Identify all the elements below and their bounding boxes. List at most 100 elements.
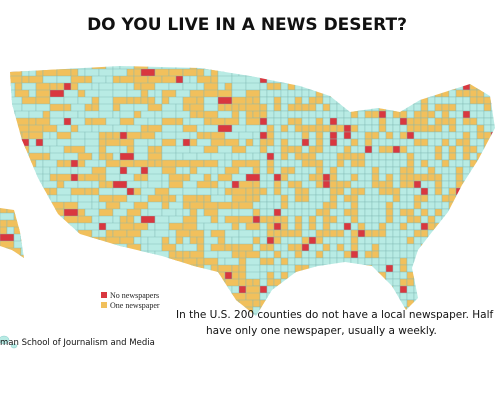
- county: [434, 166, 443, 175]
- county: [434, 96, 443, 105]
- county: [378, 208, 387, 217]
- county: [392, 194, 401, 203]
- county: [315, 222, 324, 231]
- county: [343, 215, 352, 224]
- county: [329, 250, 338, 259]
- county: [301, 208, 310, 217]
- county: [301, 243, 310, 252]
- county: [308, 243, 317, 252]
- county: [420, 131, 429, 140]
- county: [350, 222, 359, 231]
- county: [406, 208, 415, 217]
- county: [406, 250, 415, 259]
- county: [343, 124, 352, 133]
- county: [322, 236, 331, 245]
- county: [427, 201, 436, 210]
- county: [357, 194, 366, 203]
- county: [273, 96, 282, 105]
- county: [455, 152, 464, 161]
- county: [357, 110, 366, 119]
- county: [448, 131, 457, 140]
- county: [448, 117, 457, 126]
- county: [483, 96, 492, 105]
- county: [315, 124, 324, 133]
- county: [413, 152, 422, 161]
- county: [413, 187, 422, 196]
- county: [343, 131, 352, 140]
- county: [378, 257, 387, 266]
- county: [455, 124, 464, 133]
- county: [252, 299, 261, 308]
- county: [441, 103, 450, 112]
- county: [462, 138, 471, 147]
- county: [259, 131, 268, 140]
- county: [259, 110, 268, 119]
- county: [266, 96, 275, 105]
- county: [287, 124, 296, 133]
- county: [350, 208, 359, 217]
- county: [476, 131, 485, 140]
- county: [392, 201, 401, 210]
- island: [0, 335, 10, 345]
- county: [280, 243, 289, 252]
- county: [308, 124, 317, 133]
- county: [294, 166, 303, 175]
- county: [378, 110, 387, 119]
- county: [280, 145, 289, 154]
- county: [385, 117, 394, 126]
- county: [462, 117, 471, 126]
- county: [364, 159, 373, 168]
- county: [280, 110, 289, 119]
- county: [406, 124, 415, 133]
- county: [322, 180, 331, 189]
- county: [357, 173, 366, 182]
- county: [259, 236, 268, 245]
- county: [357, 229, 366, 238]
- county: [441, 110, 450, 119]
- county: [434, 131, 443, 140]
- county: [392, 257, 401, 266]
- county: [266, 257, 275, 266]
- county: [322, 222, 331, 231]
- county: [462, 89, 471, 98]
- county: [294, 117, 303, 126]
- county: [266, 152, 275, 161]
- county: [301, 166, 310, 175]
- county: [308, 152, 317, 161]
- county: [322, 201, 331, 210]
- county: [301, 250, 310, 259]
- county: [420, 159, 429, 168]
- county: [280, 124, 289, 133]
- county: [287, 173, 296, 182]
- county: [434, 208, 443, 217]
- county: [252, 278, 261, 287]
- county: [392, 243, 401, 252]
- county: [336, 187, 345, 196]
- county: [399, 152, 408, 161]
- county: [371, 173, 380, 182]
- county: [350, 166, 359, 175]
- county: [462, 145, 471, 154]
- county: [350, 131, 359, 140]
- county: [273, 138, 282, 147]
- county: [371, 201, 380, 210]
- county: [273, 215, 282, 224]
- county: [259, 82, 268, 91]
- county: [301, 222, 310, 231]
- county: [336, 243, 345, 252]
- county: [266, 166, 275, 175]
- map-title: DO YOU LIVE IN A NEWS DESERT?: [87, 15, 407, 35]
- county: [392, 222, 401, 231]
- county: [252, 110, 261, 119]
- county: [399, 243, 408, 252]
- county: [371, 208, 380, 217]
- county: [392, 166, 401, 175]
- county: [336, 117, 345, 126]
- caption-line: have only one newspaper, usually a weekl…: [206, 325, 437, 337]
- county: [350, 201, 359, 210]
- county: [315, 229, 324, 238]
- county: [448, 145, 457, 154]
- county: [399, 250, 408, 259]
- county: [483, 110, 492, 119]
- county: [308, 229, 317, 238]
